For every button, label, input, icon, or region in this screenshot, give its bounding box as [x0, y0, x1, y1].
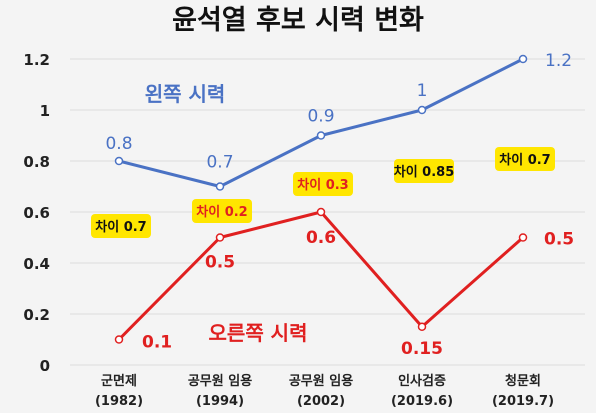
series-label: 오른쪽 시력: [209, 321, 308, 345]
grid-lines: [70, 58, 585, 366]
difference-label: 차이 0.3: [297, 177, 348, 193]
data-point: [114, 335, 124, 344]
data-point: [215, 182, 225, 191]
x-tick-label: (2019.6): [391, 394, 453, 409]
data-label: 1.2: [545, 51, 572, 71]
difference-label: 차이 0.2: [196, 204, 247, 220]
data-label: 0.7: [206, 153, 233, 173]
chart-title: 윤석열 후보 시력 변화: [172, 5, 424, 36]
data-point: [417, 105, 427, 115]
data-point: [316, 207, 326, 217]
x-tick-label: (1982): [95, 394, 143, 409]
data-label: 0.6: [306, 228, 336, 248]
difference-badge: [293, 172, 353, 196]
data-point: [518, 54, 528, 64]
x-tick-label: 청문회: [505, 373, 541, 389]
difference-badge: [192, 199, 252, 223]
y-tick-label: 0.2: [23, 306, 50, 324]
y-tick-label: 0.8: [23, 153, 50, 171]
x-tick-label: 공무원 임용: [289, 373, 353, 389]
data-label: 0.1: [142, 333, 172, 353]
x-tick-label: (2019.7): [492, 394, 554, 409]
x-axis-ticks: 군면제 (1982) 공무원 임용 (1994) 공무원 임용 (2002) 인사검증 (20…: [95, 373, 554, 409]
x-tick-label: 군면제: [101, 373, 137, 389]
series-lines: 0.8 0.7 0.9 1 1.2 0.1 0.5 0.6 0.15 0.5: [105, 51, 574, 359]
x-tick-label: (1994): [196, 394, 244, 409]
difference-badge: [394, 159, 454, 183]
y-tick-label: 0: [40, 357, 50, 375]
data-label: 0.5: [205, 253, 235, 273]
y-tick-label: 1: [40, 102, 50, 120]
difference-label: 차이 0.85: [394, 164, 455, 180]
y-axis-ticks: 0 0.2 0.4 0.6 0.8 1 1.2: [23, 51, 50, 375]
difference-badge: [495, 147, 555, 171]
data-label: 0.8: [105, 134, 132, 154]
y-tick-label: 0.4: [23, 255, 50, 273]
data-point: [417, 322, 427, 331]
y-tick-label: 1.2: [23, 51, 50, 69]
x-tick-label: (2002): [297, 394, 345, 409]
difference-label: 차이 0.7: [499, 152, 550, 168]
data-label: 0.15: [401, 339, 443, 359]
y-tick-label: 0.6: [23, 204, 50, 222]
data-point: [316, 131, 326, 140]
data-label: 0.9: [307, 107, 334, 127]
x-tick-label: 인사검증: [398, 373, 446, 389]
difference-label: 차이 0.7: [95, 219, 146, 235]
data-point: [114, 156, 124, 166]
data-label: 1: [417, 81, 428, 101]
difference-badges: 차이 0.7 차이 0.2 차이 0.3 차이 0.85 차이 0.7: [91, 147, 555, 238]
x-tick-label: 공무원 임용: [188, 373, 252, 389]
series-label: 왼쪽 시력: [145, 82, 226, 106]
difference-badge: [91, 214, 151, 238]
data-label: 0.5: [544, 230, 574, 250]
data-point: [215, 233, 225, 242]
data-point: [518, 233, 528, 242]
